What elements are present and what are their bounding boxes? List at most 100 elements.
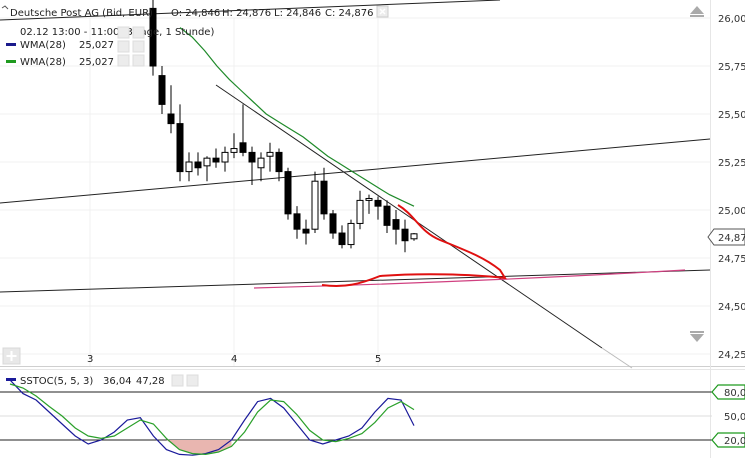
sstoc-k-value: 36,04 [103, 376, 132, 387]
candle-body[interactable] [284, 171, 292, 215]
candle-body[interactable] [293, 213, 301, 230]
trend-lines [0, 0, 711, 369]
candle-body[interactable] [329, 213, 337, 234]
trend-line-top[interactable] [0, 0, 501, 21]
time-range: 02.12 13:00 - 11:00 (3 Tage, 1 Stunde) [20, 27, 214, 38]
chart-header: Deutsche Post AG (Bid, EUR) O: 24,846 H:… [1, 5, 389, 68]
ohlc-high: H: 24,876 [222, 8, 271, 19]
oscillator-panel[interactable]: 80,00 50,00 20,00 SSTOC(5, 5, 3) 36,04 47,… [0, 374, 745, 456]
candle-body[interactable] [266, 151, 274, 157]
header-close-cross-icon [379, 8, 386, 15]
candle-body[interactable] [410, 233, 418, 240]
sstoc-k-line[interactable] [9, 379, 415, 456]
candle-body[interactable] [185, 161, 193, 173]
tool-close-icon-2[interactable] [132, 40, 145, 53]
wma-blue-swatch [6, 43, 16, 46]
time-tick-label: 3 [87, 354, 93, 365]
wma-green-label: WMA(28) [20, 57, 66, 68]
candle-body[interactable] [221, 151, 229, 163]
price-tick-label: 25,25 [718, 158, 745, 169]
sstoc-d-value: 47,28 [136, 376, 165, 387]
sstoc-label: SSTOC(5, 5, 3) [20, 376, 93, 387]
price-tick-label: 24,25 [718, 350, 745, 361]
candle-body[interactable] [311, 180, 319, 230]
magenta-curve[interactable] [253, 269, 686, 289]
sstoc-swatch [6, 378, 16, 381]
price-chart[interactable] [0, 0, 711, 369]
tool-settings-icon[interactable] [117, 26, 130, 39]
candle-body[interactable] [347, 222, 355, 246]
trend-line-mid[interactable] [0, 138, 711, 204]
wma-line[interactable] [179, 27, 415, 207]
candle-body[interactable] [338, 232, 346, 246]
candle-body[interactable] [275, 151, 283, 173]
wma-line-layer [179, 27, 415, 207]
wma-green-swatch [6, 60, 16, 63]
candle-body[interactable] [248, 151, 256, 163]
osc-level-tag [711, 432, 745, 448]
oscillator-lines [9, 379, 415, 456]
trend-line-down-ext [601, 347, 633, 369]
last-price-label: 24,87 [718, 233, 745, 244]
candle-body[interactable] [149, 7, 157, 67]
price-tick-label: 25,00 [718, 206, 745, 217]
price-tick-label: 24,75 [718, 254, 745, 265]
price-axis: 24,25 24,50 24,75 25,00 25,25 25,50 25,75 26,00 [718, 14, 745, 361]
candle-body[interactable] [176, 123, 184, 173]
tool-close-icon[interactable] [132, 26, 145, 39]
osc-tick-label: 80,00 [724, 388, 745, 399]
ohlc-low: L: 24,846 [274, 8, 321, 19]
candle-body[interactable] [230, 148, 238, 153]
candle-body[interactable] [239, 142, 247, 153]
oversold-area [140, 440, 232, 455]
ohlc-open: O: 24,846 [171, 8, 220, 19]
price-grid [0, 17, 710, 366]
time-axis: 3 4 5 [87, 354, 381, 365]
tool-close-icon-3[interactable] [132, 54, 145, 67]
candle-body[interactable] [302, 228, 310, 234]
candle-body[interactable] [212, 157, 220, 163]
sstoc-d-line[interactable] [9, 383, 415, 456]
price-tick-label: 25,75 [718, 62, 745, 73]
candle-body[interactable] [401, 228, 409, 242]
instrument-title: Deutsche Post AG (Bid, EUR) [10, 8, 153, 19]
candle-body[interactable] [167, 113, 175, 125]
candle-body[interactable] [257, 157, 265, 169]
osc-tick-label: 20,00 [724, 436, 745, 447]
last-price-box [707, 228, 745, 246]
candle-body[interactable] [392, 219, 400, 230]
candle-body[interactable] [374, 199, 382, 207]
candle-body[interactable] [383, 205, 391, 226]
red-freehand-drawing[interactable] [321, 204, 507, 287]
chart-type-icon[interactable] [1, 5, 9, 10]
candle-body[interactable] [158, 75, 166, 105]
price-tick-label: 25,50 [718, 110, 745, 121]
candle-body[interactable] [365, 197, 373, 201]
time-tick-label: 5 [375, 354, 381, 365]
osc-level-tag [711, 384, 745, 400]
sstoc-close-icon[interactable] [186, 374, 199, 387]
tool-settings-icon-2[interactable] [117, 40, 130, 53]
candle-body[interactable] [194, 161, 202, 169]
sstoc-settings-icon[interactable] [171, 374, 184, 387]
scroll-down-icon[interactable] [690, 334, 704, 342]
tool-settings-icon-3[interactable] [117, 54, 130, 67]
trend-line-support[interactable] [0, 269, 711, 293]
indicator-tools [117, 26, 145, 67]
ohlc-close: C: 24,876 [325, 8, 374, 19]
price-tick-label: 26,00 [718, 14, 745, 25]
scroll-up-icon[interactable] [690, 6, 704, 14]
candle-body[interactable] [320, 180, 328, 215]
last-price-tag: 24,87 [707, 228, 745, 246]
osc-tick-label: 50,00 [724, 412, 745, 423]
candle-body[interactable] [356, 199, 364, 224]
trend-line-down[interactable] [215, 84, 603, 349]
move-icon[interactable] [2, 347, 21, 365]
scroll-up-bar-icon [690, 15, 704, 17]
candle-body[interactable] [203, 157, 211, 167]
scroll-down-bar-icon [690, 331, 704, 333]
oscillator-grid: 80,00 50,00 20,00 [0, 384, 745, 448]
candlesticks[interactable] [149, 0, 418, 253]
